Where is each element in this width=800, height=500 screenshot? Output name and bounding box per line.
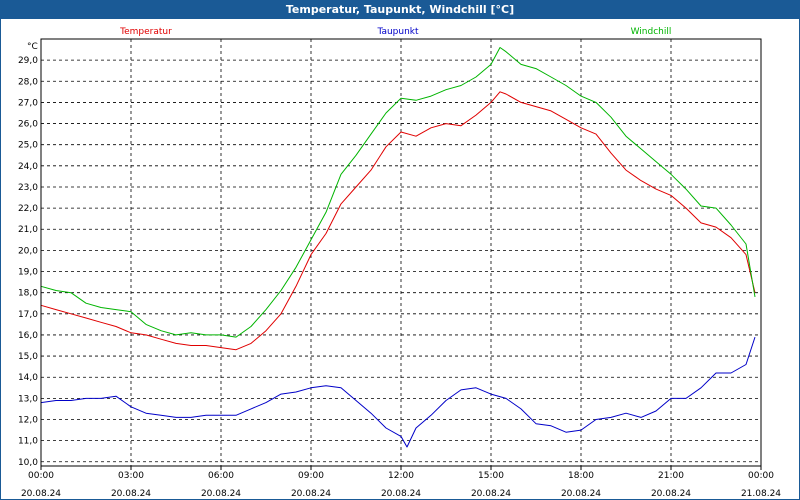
- y-tick-label: 24,0: [18, 162, 38, 172]
- series-line-temperatur: [40, 91, 756, 351]
- y-tick-label: 18,0: [18, 289, 38, 299]
- y-tick-label: 10,0: [18, 458, 38, 468]
- y-tick-label: 28,0: [18, 77, 38, 87]
- y-tick-label: 13,0: [18, 394, 38, 404]
- y-tick-label: 14,0: [18, 373, 38, 383]
- y-tick-label: 29,0: [18, 56, 38, 66]
- y-tick-label: 25,0: [18, 141, 38, 151]
- x-tick-date: 20.08.24: [651, 489, 691, 499]
- y-tick-label: 16,0: [18, 331, 38, 341]
- x-tick-time: 15:00: [478, 471, 504, 481]
- x-tick-time: 09:00: [298, 471, 324, 481]
- y-axis-ticks: 10,0 11,0 12,0 13,0 14,0 15,0 16,0 17,0 18,0 19,0…: [18, 56, 38, 468]
- series-layer: [40, 47, 756, 448]
- y-tick-label: 20,0: [18, 246, 38, 256]
- y-tick-label: 15,0: [18, 352, 38, 362]
- legend-item-temperatur: Temperatur: [119, 27, 172, 37]
- y-tick-label: 23,0: [18, 183, 38, 193]
- grid: [41, 39, 761, 466]
- x-tick-date: 20.08.24: [201, 489, 241, 499]
- x-tick-date: 20.08.24: [561, 489, 601, 499]
- y-tick-label: 19,0: [18, 268, 38, 278]
- x-tick-time: 06:00: [208, 471, 234, 481]
- x-tick-date: 21.08.24: [741, 489, 781, 499]
- legend-item-windchill: Windchill: [631, 27, 672, 37]
- x-tick-date: 20.08.24: [381, 489, 421, 499]
- x-tick-time: 18:00: [568, 471, 594, 481]
- series-line-taupunkt: [40, 336, 756, 448]
- x-tick-date: 20.08.24: [21, 489, 61, 499]
- x-tick-date: 20.08.24: [471, 489, 511, 499]
- x-axis-ticks: 00:00 20.08.24 03:00 20.08.24 06:00 20.08.24 0…: [21, 466, 781, 499]
- x-tick-time: 21:00: [658, 471, 684, 481]
- y-tick-label: 12,0: [18, 415, 38, 425]
- window-title: Temperatur, Taupunkt, Windchill [°C]: [1, 1, 799, 19]
- y-tick-label: 26,0: [18, 120, 38, 130]
- legend: Temperatur Taupunkt Windchill: [119, 27, 671, 37]
- y-tick-label: 11,0: [18, 437, 38, 447]
- x-tick-date: 20.08.24: [291, 489, 331, 499]
- x-tick-date: 20.08.24: [111, 489, 151, 499]
- x-tick-time: 00:00: [28, 471, 54, 481]
- x-tick-time: 03:00: [118, 471, 144, 481]
- y-tick-label: 22,0: [18, 204, 38, 214]
- series-line-windchill: [40, 47, 756, 338]
- y-tick-label: 17,0: [18, 310, 38, 320]
- x-tick-time: 00:00: [748, 471, 774, 481]
- y-tick-label: 27,0: [18, 98, 38, 108]
- x-tick-time: 12:00: [388, 471, 414, 481]
- legend-item-taupunkt: Taupunkt: [376, 27, 419, 37]
- line-chart: °C Temperatur Taupunkt Windchill 10,011,01…: [18, 27, 781, 499]
- y-tick-label: 21,0: [18, 225, 38, 235]
- y-axis-unit: °C: [27, 42, 38, 52]
